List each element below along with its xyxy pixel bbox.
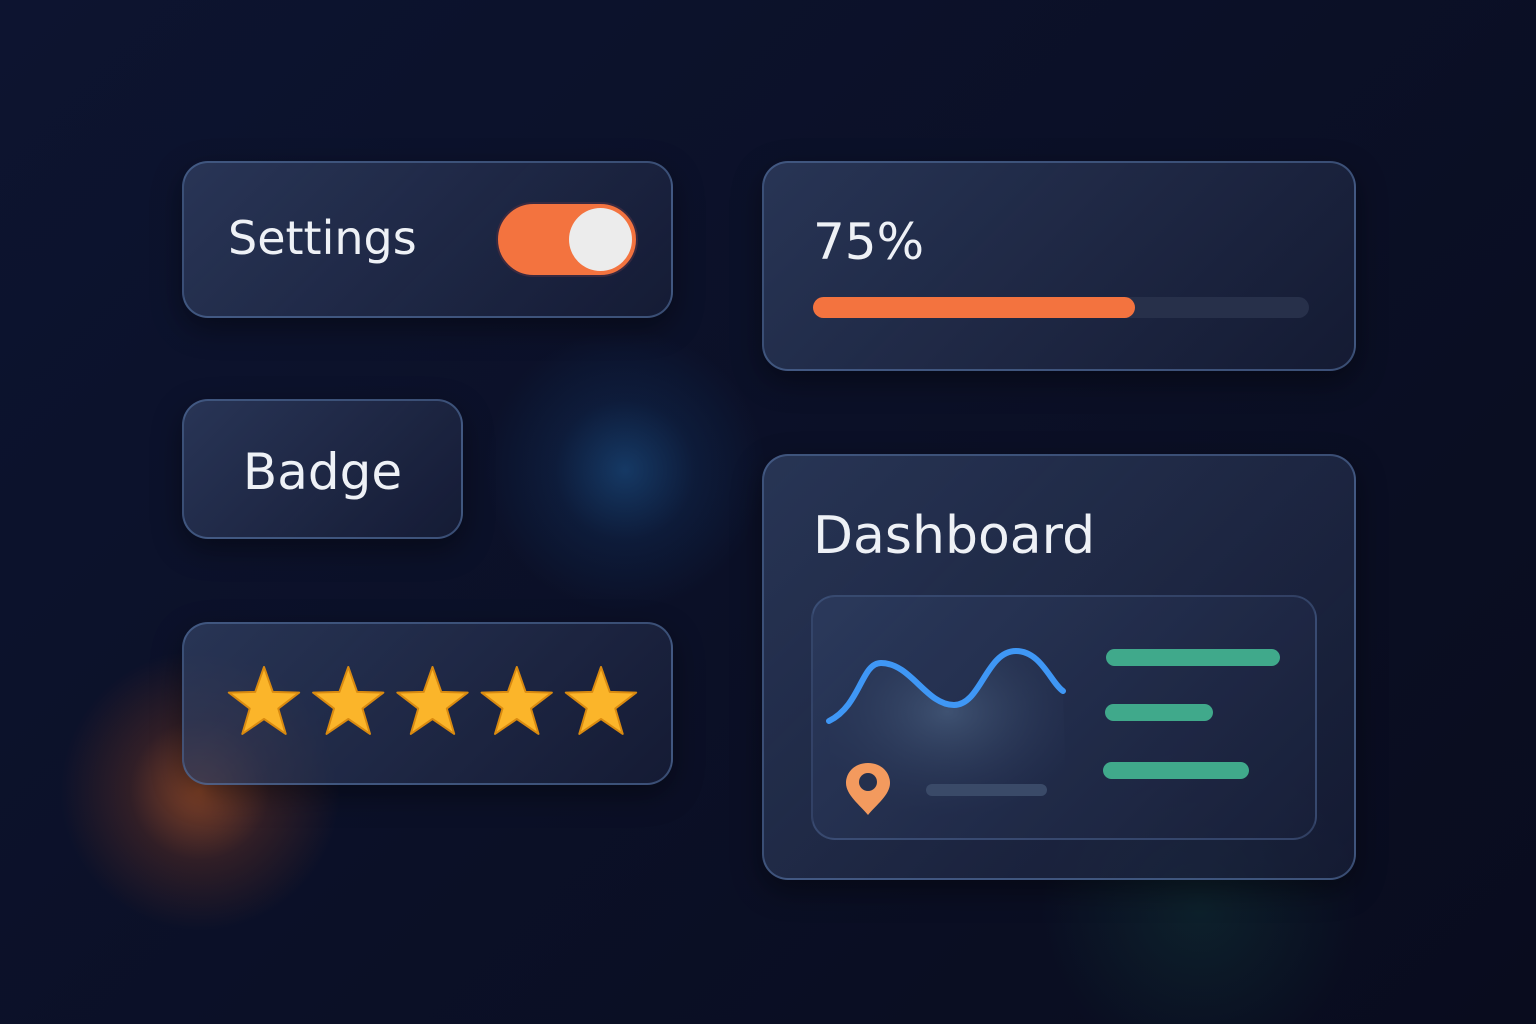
dashboard-card: Dashboard (762, 454, 1356, 880)
badge-label: Badge (242, 443, 403, 501)
star-icon[interactable] (312, 666, 385, 735)
progress-fill (813, 297, 1136, 318)
star-icon[interactable] (480, 666, 553, 735)
star-rating[interactable] (182, 622, 673, 785)
list-bar-1 (1106, 649, 1280, 666)
list-bar-3 (1103, 762, 1249, 779)
wave-line (826, 647, 1066, 724)
star-icon[interactable] (564, 666, 638, 735)
progress-card: 75% (762, 161, 1356, 371)
caption-placeholder-bar (926, 784, 1047, 796)
star-icon[interactable] (396, 666, 469, 735)
dashboard-title: Dashboard (813, 506, 1096, 566)
map-pin-icon (846, 763, 890, 815)
list-bar-2 (1105, 704, 1213, 721)
toggle-knob (569, 208, 632, 271)
badge-card[interactable]: Badge (182, 399, 463, 539)
settings-card: Settings (182, 161, 673, 318)
rating-card (182, 622, 673, 785)
dashboard-chart-panel (811, 595, 1317, 840)
progress-label: 75% (813, 213, 925, 271)
progress-track (813, 297, 1309, 318)
settings-toggle[interactable] (496, 202, 638, 277)
settings-label: Settings (228, 211, 417, 265)
star-icon[interactable] (227, 666, 301, 735)
